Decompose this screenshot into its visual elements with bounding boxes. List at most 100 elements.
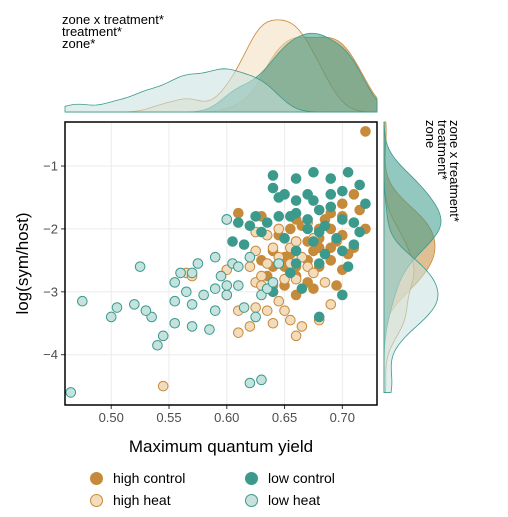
point-low-control	[348, 217, 360, 228]
y-tick-label: −3	[43, 284, 58, 299]
point-high-heat	[279, 305, 290, 316]
legend-dot-high-control	[90, 471, 103, 485]
point-low-control	[290, 195, 302, 206]
point-low-control	[290, 258, 302, 269]
point-low-heat	[273, 258, 285, 269]
point-high-heat	[267, 242, 279, 254]
legend-label-high-heat: high heat	[113, 492, 171, 508]
x-axis-label: Maximum quantum yield	[129, 437, 313, 456]
point-high-heat	[296, 321, 308, 332]
point-low-heat	[186, 299, 198, 310]
point-low-heat	[267, 277, 279, 288]
legend-label-low-control: low control	[268, 470, 335, 486]
point-high-heat	[325, 299, 337, 310]
point-low-control	[250, 211, 261, 222]
legend-label-low-heat: low heat	[268, 492, 321, 508]
point-high-heat	[290, 330, 302, 342]
point-high-heat	[261, 305, 273, 316]
point-low-control	[273, 211, 285, 222]
point-low-heat	[192, 258, 204, 269]
point-high-heat	[250, 302, 261, 313]
point-low-control	[267, 170, 279, 181]
point-low-control	[337, 245, 348, 257]
point-low-control	[360, 198, 371, 210]
point-low-heat	[186, 321, 198, 332]
right-annotations: zone x treatment* treatment* zone	[423, 120, 462, 222]
point-high-heat	[290, 236, 302, 247]
point-low-heat	[244, 377, 256, 389]
point-low-control	[290, 245, 302, 257]
point-low-heat	[215, 270, 227, 282]
point-low-heat	[221, 280, 233, 291]
point-low-heat	[111, 302, 123, 313]
top-annotation-3: zone*	[62, 36, 96, 51]
point-low-heat	[134, 261, 146, 272]
x-tick-label: 0.65	[272, 410, 297, 425]
point-low-heat	[157, 330, 169, 342]
point-low-control	[244, 220, 256, 232]
point-low-heat	[65, 387, 77, 398]
point-low-heat	[129, 299, 140, 310]
point-low-heat	[256, 374, 267, 386]
point-low-control	[342, 167, 354, 178]
top-annotations: zone x treatment* treatment* zone*	[62, 13, 164, 51]
legend: high control high heat low control low h…	[90, 470, 420, 515]
legend-item-high-control: high control	[90, 470, 185, 486]
point-low-heat	[204, 324, 215, 335]
point-high-heat	[244, 261, 256, 272]
point-high-control	[308, 283, 319, 294]
legend-dot-low-control	[245, 471, 258, 485]
point-low-heat	[169, 317, 181, 329]
plot-background	[65, 122, 377, 405]
point-low-control	[337, 214, 348, 225]
point-low-control	[348, 239, 360, 250]
point-low-heat	[175, 267, 186, 279]
point-low-control	[267, 182, 279, 194]
point-low-control	[227, 236, 238, 247]
legend-item-low-heat: low heat	[245, 492, 320, 508]
point-low-control	[233, 217, 244, 228]
point-low-heat	[209, 305, 221, 316]
point-high-heat	[233, 327, 244, 338]
point-low-heat	[238, 302, 250, 313]
y-tick-label: −4	[43, 347, 58, 362]
point-low-control	[256, 226, 267, 238]
point-low-control	[325, 173, 337, 184]
x-tick-label: 0.60	[214, 410, 239, 425]
point-high-control	[337, 198, 348, 210]
point-low-control	[354, 179, 365, 191]
point-low-control	[285, 211, 296, 222]
right-density-low-heat	[383, 122, 439, 393]
point-low-control	[279, 233, 290, 244]
point-low-control	[337, 289, 348, 301]
y-tick-label: −2	[43, 221, 58, 236]
point-high-control	[285, 223, 296, 235]
top-annotation-2: treatment*	[62, 24, 122, 39]
point-low-control	[238, 239, 250, 250]
point-high-control	[308, 245, 319, 257]
point-low-control	[302, 223, 313, 235]
x-tick-label: 0.50	[99, 410, 124, 425]
point-high-heat	[157, 380, 169, 392]
legend-dot-low-heat	[245, 493, 258, 507]
point-high-heat	[273, 223, 285, 235]
point-high-heat	[267, 317, 279, 329]
point-low-heat	[233, 280, 244, 291]
point-low-control	[331, 233, 342, 244]
point-low-heat	[169, 277, 181, 288]
point-high-control	[360, 126, 371, 137]
point-high-heat	[319, 277, 331, 288]
point-low-control	[308, 236, 319, 247]
point-high-heat	[285, 314, 296, 326]
point-low-control	[342, 261, 354, 272]
point-low-heat	[169, 295, 181, 307]
point-high-heat	[261, 258, 273, 269]
point-low-control	[337, 185, 348, 197]
point-low-control	[325, 189, 337, 200]
point-low-control	[313, 311, 325, 323]
point-low-heat	[186, 267, 198, 279]
point-low-control	[319, 248, 331, 260]
point-low-control	[261, 217, 273, 228]
point-low-heat	[250, 311, 261, 323]
